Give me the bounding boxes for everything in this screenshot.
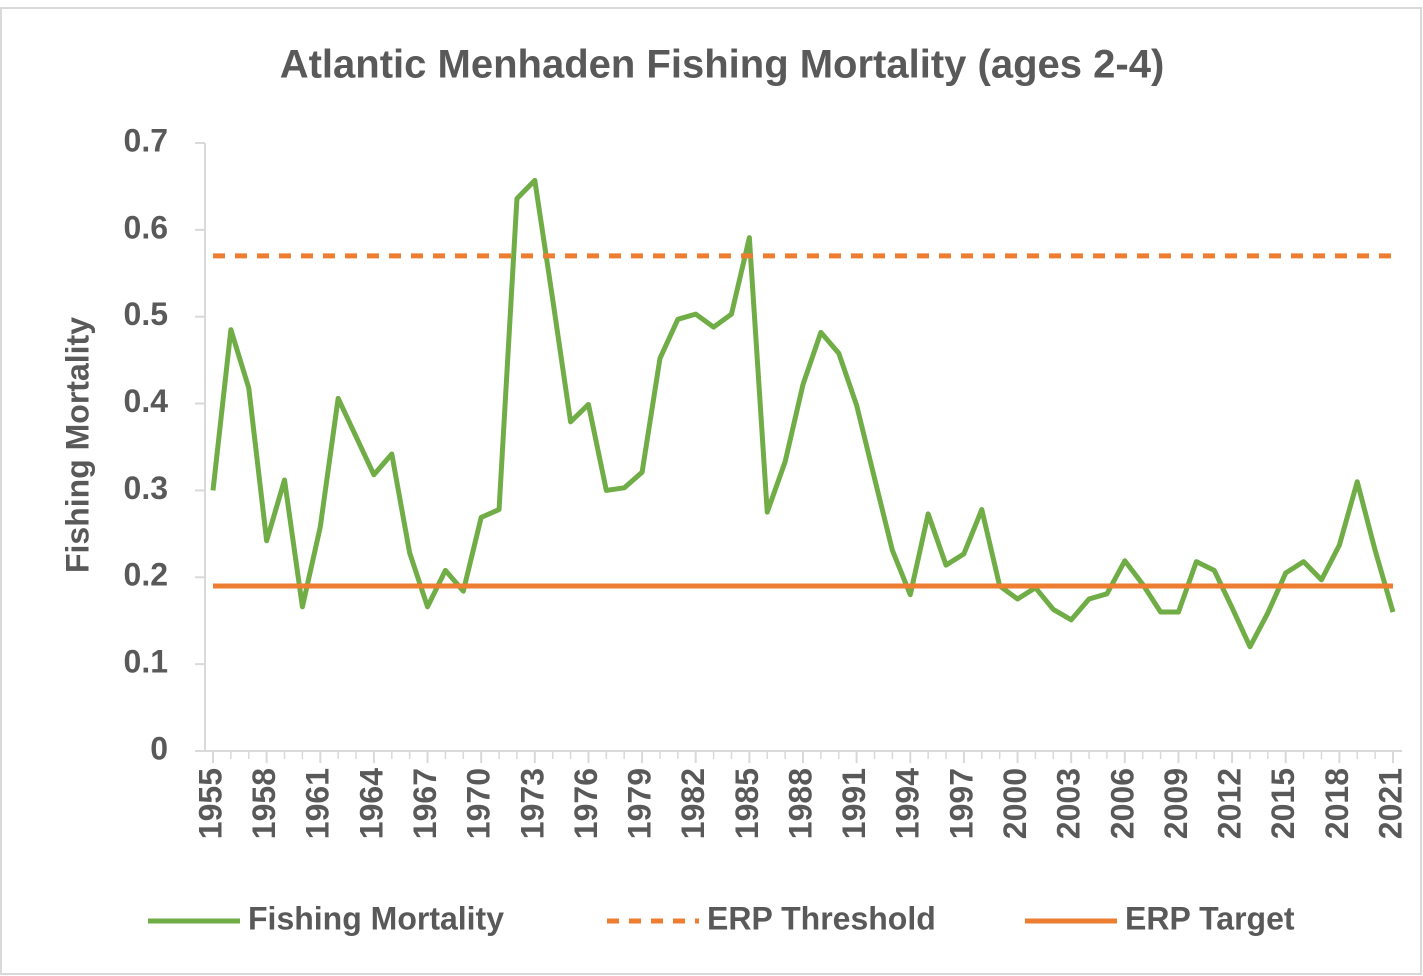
- x-tick-label: 1991: [836, 768, 872, 839]
- x-tick-label: 2021: [1372, 768, 1408, 839]
- y-tick-label: 0.6: [124, 209, 168, 245]
- legend-label: Fishing Mortality: [248, 900, 504, 936]
- y-tick-label: 0.7: [124, 122, 168, 158]
- x-tick-label: 1958: [246, 768, 282, 839]
- x-tick-label: 2012: [1212, 768, 1248, 839]
- x-tick-label: 1976: [568, 768, 604, 839]
- y-tick-label: 0.2: [124, 557, 168, 593]
- x-tick-label: 1973: [514, 768, 550, 839]
- chart-frame: [0, 7, 1422, 975]
- x-tick-label: 1988: [782, 768, 818, 839]
- x-tick-label: 1982: [675, 768, 711, 839]
- x-tick-label: 1964: [353, 768, 389, 839]
- y-tick-label: 0.4: [124, 383, 169, 419]
- x-tick-label: 1967: [407, 768, 443, 839]
- x-tick-label: 1994: [890, 768, 926, 839]
- x-tick-label: 1985: [729, 768, 765, 839]
- x-tick-label: 2009: [1158, 768, 1194, 839]
- x-tick-label: 1997: [943, 768, 979, 839]
- y-tick-label: 0.3: [124, 470, 168, 506]
- legend-label: ERP Target: [1125, 900, 1295, 936]
- x-tick-label: 2018: [1319, 768, 1355, 839]
- x-tick-label: 1955: [192, 768, 228, 839]
- x-tick-label: 1961: [300, 768, 336, 839]
- series-line: [210, 177, 1396, 650]
- x-tick-label: 2015: [1265, 768, 1301, 839]
- x-tick-label: 2003: [1051, 768, 1087, 839]
- x-tick-label: 1970: [461, 768, 497, 839]
- y-tick-label: 0.5: [124, 296, 168, 332]
- x-tick-label: 2000: [997, 768, 1033, 839]
- y-tick-label: 0: [150, 730, 168, 766]
- legend-label: ERP Threshold: [707, 900, 936, 936]
- y-axis-label: Fishing Mortality: [59, 317, 95, 573]
- chart-title: Atlantic Menhaden Fishing Mortality (age…: [280, 43, 1165, 87]
- y-tick-label: 0.1: [124, 644, 168, 680]
- x-tick-label: 1979: [622, 768, 658, 839]
- x-tick-label: 2006: [1104, 768, 1140, 839]
